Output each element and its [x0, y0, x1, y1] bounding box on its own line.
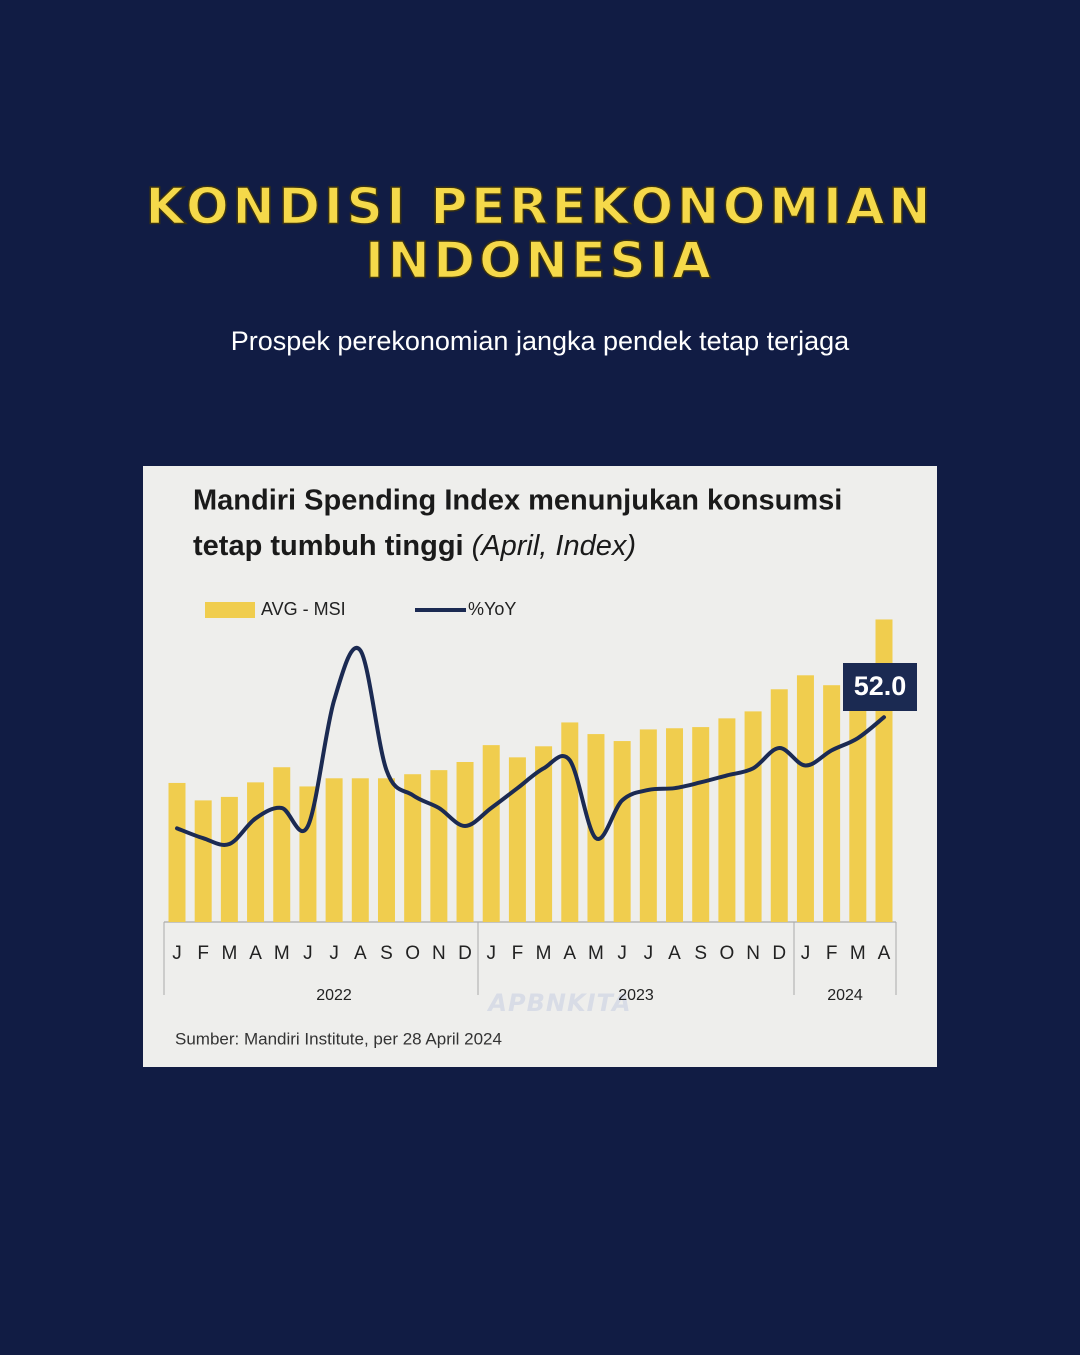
x-tick-label: F: [197, 943, 209, 964]
source: Sumber: Mandiri Institute, per 28 April …: [175, 1029, 502, 1048]
bar: [718, 718, 736, 922]
bar: [247, 782, 265, 922]
x-tick-label: J: [644, 943, 654, 964]
bar: [168, 782, 186, 922]
x-tick-label: N: [746, 943, 760, 964]
x-tick-label: M: [536, 943, 552, 964]
x-tick-label: F: [512, 943, 524, 964]
chart-title: tetap tumbuh tinggi (April, Index): [193, 530, 636, 562]
bar: [535, 746, 553, 922]
x-tick-label: A: [878, 943, 891, 964]
bar: [744, 711, 762, 922]
x-tick-label: M: [274, 943, 290, 964]
bar: [692, 727, 710, 922]
line: [175, 645, 886, 847]
x-tick-label: O: [405, 943, 420, 964]
page-title: INDONESIA: [365, 232, 715, 290]
bar: [430, 770, 448, 922]
bar: [404, 774, 422, 922]
legend-swatch: [205, 602, 255, 618]
x-tick-label: F: [826, 943, 838, 964]
x-tick-label: M: [588, 943, 604, 964]
year-label: 2024: [827, 987, 863, 1004]
bar: [325, 778, 343, 922]
bar: [299, 786, 317, 922]
x-tick-label: N: [432, 943, 446, 964]
footer-logo: APBNKITA: [486, 989, 631, 1017]
x-tick-label: M: [221, 943, 237, 964]
x-tick-label: A: [563, 943, 576, 964]
year-label: 2023: [618, 987, 654, 1004]
x-tick-label: D: [458, 943, 472, 964]
bar: [377, 778, 395, 922]
page-subtitle: Prospek perekonomian jangka pendek tetap…: [231, 326, 850, 356]
legend-label: AVG - MSI: [261, 599, 346, 619]
bar: [456, 762, 474, 922]
chart-title-line: tetap tumbuh tinggi: [193, 530, 464, 562]
x-tick-label: A: [354, 943, 367, 964]
year-label: 2022: [316, 987, 352, 1004]
bar: [639, 729, 657, 922]
x-tick-label: M: [850, 943, 866, 964]
x-tick-label: J: [801, 943, 811, 964]
chart-title: Mandiri Spending Index menunjukan konsum…: [193, 485, 842, 517]
bar: [194, 800, 212, 922]
bar: [561, 722, 579, 922]
x-tick-label: A: [249, 943, 262, 964]
x-tick-label: S: [694, 943, 707, 964]
bar: [220, 796, 238, 922]
legend-label: %YoY: [468, 599, 516, 619]
x-tick-label: J: [617, 943, 627, 964]
bar: [823, 685, 841, 922]
bar: [770, 689, 788, 922]
bar: [666, 728, 684, 922]
bar: [273, 767, 291, 922]
bar: [351, 778, 369, 922]
bar: [849, 664, 867, 922]
x-tick-label: J: [329, 943, 339, 964]
x-tick-label: J: [172, 943, 182, 964]
bar: [508, 757, 526, 922]
bar: [613, 741, 631, 922]
bar: [796, 675, 814, 922]
x-tick-label: O: [719, 943, 734, 964]
chart-subtitle: (April, Index): [472, 530, 636, 562]
page-title: KONDISI PEREKONOMIAN: [146, 178, 935, 236]
x-tick-label: D: [772, 943, 786, 964]
bar: [482, 745, 500, 922]
x-tick-label: J: [303, 943, 313, 964]
annotation-box: [843, 663, 917, 711]
x-tick-label: S: [380, 943, 393, 964]
x-tick-label: A: [668, 943, 681, 964]
annotation: 52.0: [854, 671, 907, 701]
bar: [587, 734, 605, 922]
x-tick-label: J: [486, 943, 496, 964]
